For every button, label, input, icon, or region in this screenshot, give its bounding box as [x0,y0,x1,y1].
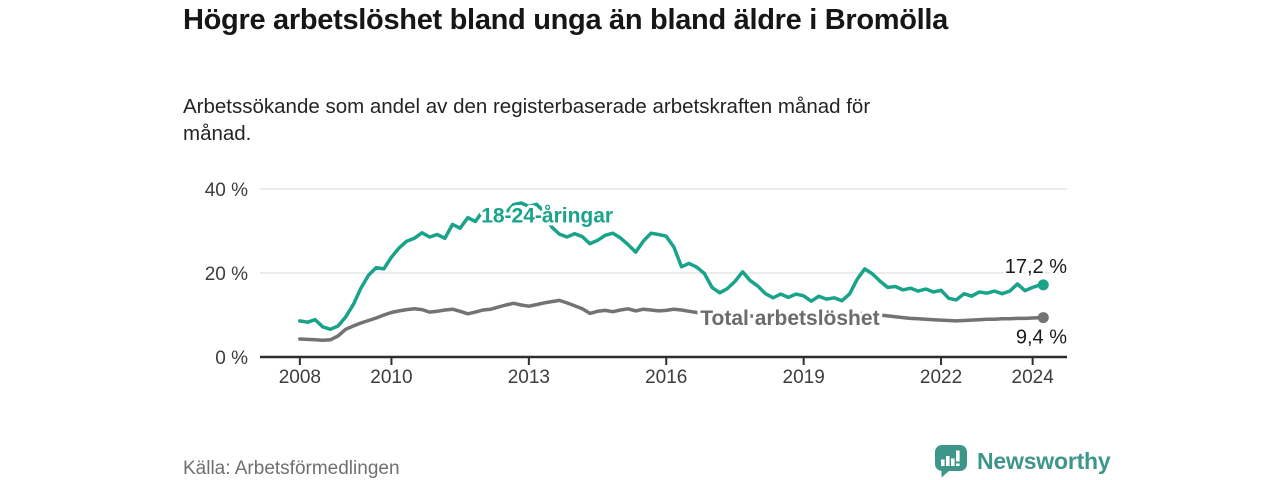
end-value-label: 9,4 % [1016,327,1067,349]
end-value-label: 17,2 % [1005,256,1067,278]
x-tick-label: 2019 [783,367,825,388]
series-inline-label: 18-24-åringar [481,204,613,227]
series-line-total [298,298,1043,342]
newsworthy-logo-text: Newsworthy [977,447,1111,474]
page-title: Högre arbetslöshet bland unga än bland ä… [183,4,949,36]
logo-bar-2 [946,456,950,466]
newsworthy-logo-icon [935,445,967,478]
x-tick-label: 2024 [1012,367,1055,388]
logo-bar-3 [951,458,955,466]
series-endpoint-dot [1037,279,1049,291]
logo-exclamation-dot [956,463,960,466]
source-note: Källa: Arbetsförmedlingen [183,458,400,479]
y-tick-label: 0 % [215,348,248,369]
logo-bar-1 [941,459,945,466]
x-tick-label: 2013 [508,367,550,388]
chart-subtitle: Arbetssökande som andel av den registerb… [183,95,871,146]
x-tick-label: 2022 [920,367,962,388]
series-inline-label: Total arbetslöshet [700,307,879,330]
x-tick-label: 2016 [645,367,687,388]
y-tick-label: 20 % [205,264,248,285]
newsworthy-logo: Newsworthy [934,444,1111,478]
x-tick-label: 2010 [370,367,412,388]
series-endpoint-dot [1037,312,1049,324]
y-tick-label: 40 % [205,180,248,201]
series-line-youth [298,201,1043,332]
logo-exclamation-bar [956,450,960,462]
x-tick-label: 2008 [279,367,321,388]
